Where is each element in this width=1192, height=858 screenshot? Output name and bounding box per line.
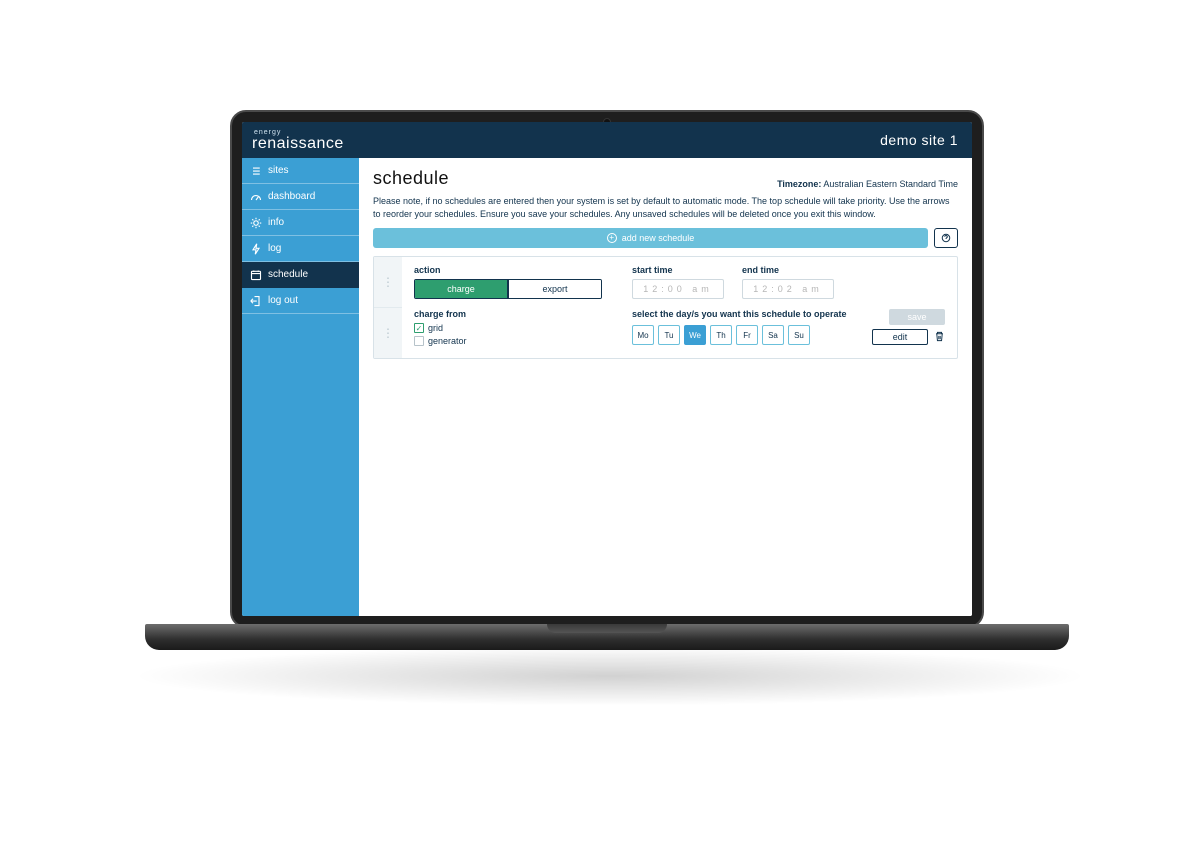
timezone-value: Australian Eastern Standard Time	[823, 179, 958, 189]
add-schedule-label: add new schedule	[622, 233, 695, 243]
action-export-button[interactable]: export	[508, 280, 601, 298]
checkbox-unchecked-icon: ✓	[414, 336, 424, 346]
gauge-icon	[250, 191, 262, 203]
day-su[interactable]: Su	[788, 325, 810, 345]
brand-logo: energy renaissance	[252, 129, 344, 152]
delete-button[interactable]	[934, 331, 945, 344]
sidebar: sites dashboard info	[242, 158, 359, 616]
sidebar-item-info[interactable]: info	[242, 210, 359, 236]
day-th[interactable]: Th	[710, 325, 732, 345]
start-time-input[interactable]: 12:00 am	[632, 279, 724, 299]
charge-from-generator-label: generator	[428, 336, 467, 346]
schedule-note: Please note, if no schedules are entered…	[373, 195, 958, 220]
reorder-handle-down[interactable]: ⋮	[374, 308, 402, 358]
site-name: demo site 1	[880, 132, 958, 148]
charge-from-grid-checkbox[interactable]: ✓ grid	[414, 323, 614, 333]
sidebar-item-schedule[interactable]: schedule	[242, 262, 359, 288]
day-we[interactable]: We	[684, 325, 706, 345]
edit-button[interactable]: edit	[872, 329, 928, 345]
timezone-display: Timezone: Australian Eastern Standard Ti…	[777, 179, 958, 189]
topbar: energy renaissance demo site 1	[242, 122, 972, 158]
action-toggle: charge export	[414, 279, 602, 299]
end-time-input[interactable]: 12:02 am	[742, 279, 834, 299]
reorder-column: ⋮ ⋮	[374, 257, 402, 358]
sidebar-item-label: log out	[268, 295, 298, 306]
laptop-base	[145, 624, 1069, 650]
laptop-frame: energy renaissance demo site 1 sites das…	[242, 122, 972, 652]
day-tu[interactable]: Tu	[658, 325, 680, 345]
brand-main: renaissance	[252, 136, 344, 152]
calendar-icon	[250, 269, 262, 281]
main-content: schedule Timezone: Australian Eastern St…	[359, 158, 972, 616]
action-label: action	[414, 265, 614, 275]
bolt-icon	[250, 243, 262, 255]
save-button[interactable]: save	[889, 309, 945, 325]
sidebar-item-label: dashboard	[268, 191, 315, 202]
sidebar-item-label: info	[268, 217, 284, 228]
sidebar-item-label: schedule	[268, 269, 308, 280]
sidebar-item-label: sites	[268, 165, 289, 176]
day-sa[interactable]: Sa	[762, 325, 784, 345]
sidebar-item-logout[interactable]: log out	[242, 288, 359, 314]
charge-from-label: charge from	[414, 309, 614, 319]
app-screen: energy renaissance demo site 1 sites das…	[242, 122, 972, 616]
sidebar-item-label: log	[268, 243, 281, 254]
day-mo[interactable]: Mo	[632, 325, 654, 345]
add-schedule-button[interactable]: + add new schedule	[373, 228, 928, 248]
days-prompt: select the day/s you want this schedule …	[632, 309, 847, 319]
charge-from-grid-label: grid	[428, 323, 443, 333]
trash-icon	[934, 331, 945, 342]
sun-icon	[250, 217, 262, 229]
sidebar-item-sites[interactable]: sites	[242, 158, 359, 184]
sidebar-item-dashboard[interactable]: dashboard	[242, 184, 359, 210]
page-title: schedule	[373, 168, 449, 189]
action-charge-button[interactable]: charge	[415, 280, 508, 298]
timezone-label: Timezone:	[777, 179, 821, 189]
checkbox-checked-icon: ✓	[414, 323, 424, 333]
plus-icon: +	[607, 233, 617, 243]
reorder-handle-up[interactable]: ⋮	[374, 257, 402, 308]
list-icon	[250, 165, 262, 177]
start-time-label: start time	[632, 265, 724, 275]
help-button[interactable]	[934, 228, 958, 248]
laptop-shadow	[130, 646, 1090, 706]
sidebar-item-log[interactable]: log	[242, 236, 359, 262]
schedule-card: ⋮ ⋮ action charge export	[373, 256, 958, 359]
end-time-label: end time	[742, 265, 834, 275]
help-icon	[941, 233, 951, 243]
logout-icon	[250, 295, 262, 307]
day-fr[interactable]: Fr	[736, 325, 758, 345]
charge-from-generator-checkbox[interactable]: ✓ generator	[414, 336, 614, 346]
day-selector: Mo Tu We Th Fr Sa Su	[632, 325, 847, 345]
